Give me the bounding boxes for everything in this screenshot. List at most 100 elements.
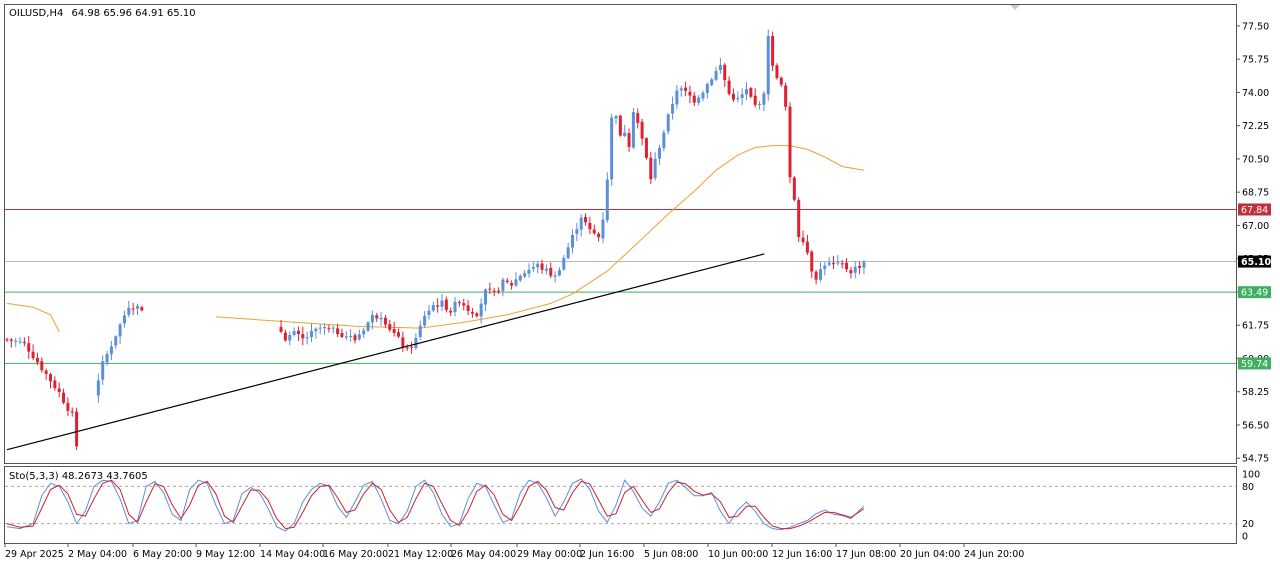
bull-candle[interactable]	[366, 322, 370, 331]
bear-candle[interactable]	[353, 335, 357, 341]
candles-layer[interactable]	[5, 29, 866, 451]
bull-candle[interactable]	[631, 112, 635, 148]
bear-candle[interactable]	[336, 328, 340, 335]
bull-candle[interactable]	[601, 219, 605, 239]
bear-candle[interactable]	[57, 388, 61, 392]
bear-candle[interactable]	[771, 36, 775, 66]
bull-candle[interactable]	[740, 94, 744, 98]
bear-candle[interactable]	[797, 200, 801, 238]
bull-candle[interactable]	[18, 341, 22, 343]
bear-candle[interactable]	[397, 332, 400, 337]
bear-candle[interactable]	[22, 342, 26, 344]
bull-candle[interactable]	[314, 328, 318, 332]
bear-candle[interactable]	[727, 80, 731, 95]
bear-candle[interactable]	[327, 328, 331, 330]
bull-candle[interactable]	[658, 147, 661, 159]
bull-candle[interactable]	[514, 279, 518, 286]
bull-candle[interactable]	[344, 336, 348, 338]
bull-candle[interactable]	[418, 325, 422, 338]
bear-candle[interactable]	[470, 312, 474, 314]
bull-candle[interactable]	[675, 90, 679, 105]
bear-candle[interactable]	[505, 280, 509, 283]
bull-candle[interactable]	[571, 234, 574, 248]
bull-candle[interactable]	[766, 35, 770, 95]
ascending-trendline[interactable]	[6, 253, 765, 451]
bear-candle[interactable]	[779, 77, 783, 85]
bear-candle[interactable]	[66, 402, 70, 411]
bear-candle[interactable]	[684, 87, 688, 91]
bull-candle[interactable]	[96, 380, 100, 396]
bull-candle[interactable]	[357, 334, 361, 340]
bull-candle[interactable]	[662, 132, 666, 149]
bull-candle[interactable]	[818, 269, 822, 280]
bull-candle[interactable]	[610, 117, 614, 180]
bull-candle[interactable]	[118, 324, 122, 337]
bear-candle[interactable]	[405, 347, 409, 349]
bull-candle[interactable]	[318, 327, 322, 329]
bull-candle[interactable]	[414, 338, 418, 348]
bear-candle[interactable]	[466, 305, 470, 311]
bear-candle[interactable]	[814, 271, 818, 280]
bear-candle[interactable]	[840, 263, 844, 265]
bull-candle[interactable]	[127, 307, 131, 315]
bull-candle[interactable]	[557, 270, 561, 276]
bear-candle[interactable]	[27, 343, 31, 352]
bull-candle[interactable]	[853, 266, 857, 273]
bear-candle[interactable]	[792, 177, 796, 200]
bear-candle[interactable]	[62, 392, 66, 403]
bull-candle[interactable]	[745, 89, 748, 95]
bull-candle[interactable]	[370, 315, 374, 323]
bull-candle[interactable]	[714, 70, 718, 80]
bear-candle[interactable]	[140, 307, 144, 311]
bear-candle[interactable]	[31, 351, 35, 359]
bear-candle[interactable]	[375, 315, 379, 319]
bear-candle[interactable]	[731, 93, 735, 100]
bear-candle[interactable]	[9, 339, 13, 341]
bear-candle[interactable]	[788, 106, 792, 178]
bear-candle[interactable]	[436, 305, 440, 307]
bear-candle[interactable]	[410, 346, 414, 348]
bull-candle[interactable]	[323, 327, 327, 329]
bear-candle[interactable]	[618, 115, 622, 136]
bull-candle[interactable]	[623, 132, 627, 137]
bear-candle[interactable]	[388, 324, 392, 330]
bull-candle[interactable]	[523, 273, 527, 277]
bear-candle[interactable]	[858, 266, 862, 268]
bear-candle[interactable]	[688, 91, 692, 96]
bear-candle[interactable]	[649, 157, 653, 180]
bull-candle[interactable]	[736, 98, 740, 100]
bear-candle[interactable]	[644, 138, 648, 158]
bull-candle[interactable]	[453, 302, 457, 312]
bear-candle[interactable]	[5, 339, 9, 341]
bull-candle[interactable]	[823, 265, 827, 270]
bear-candle[interactable]	[845, 262, 849, 270]
bear-candle[interactable]	[44, 370, 48, 374]
bull-candle[interactable]	[666, 114, 670, 132]
bull-candle[interactable]	[292, 331, 296, 335]
bull-candle[interactable]	[305, 337, 309, 339]
bear-candle[interactable]	[805, 241, 809, 253]
bear-candle[interactable]	[497, 290, 501, 292]
bear-candle[interactable]	[283, 332, 287, 341]
bull-candle[interactable]	[827, 262, 831, 265]
bear-candle[interactable]	[392, 328, 396, 333]
bear-candle[interactable]	[640, 121, 644, 139]
bull-candle[interactable]	[431, 305, 435, 311]
bull-candle[interactable]	[349, 335, 353, 337]
bear-candle[interactable]	[749, 87, 753, 97]
bear-candle[interactable]	[401, 337, 405, 348]
bear-candle[interactable]	[810, 251, 814, 272]
bear-candle[interactable]	[475, 313, 479, 317]
bull-candle[interactable]	[544, 268, 548, 271]
bull-candle[interactable]	[562, 258, 566, 270]
bull-candle[interactable]	[710, 79, 714, 85]
bull-candle[interactable]	[288, 335, 292, 341]
bull-candle[interactable]	[531, 267, 535, 269]
bear-candle[interactable]	[53, 380, 57, 389]
bull-candle[interactable]	[440, 300, 444, 307]
bull-candle[interactable]	[536, 263, 540, 268]
bear-candle[interactable]	[70, 411, 74, 413]
bear-candle[interactable]	[301, 334, 305, 339]
